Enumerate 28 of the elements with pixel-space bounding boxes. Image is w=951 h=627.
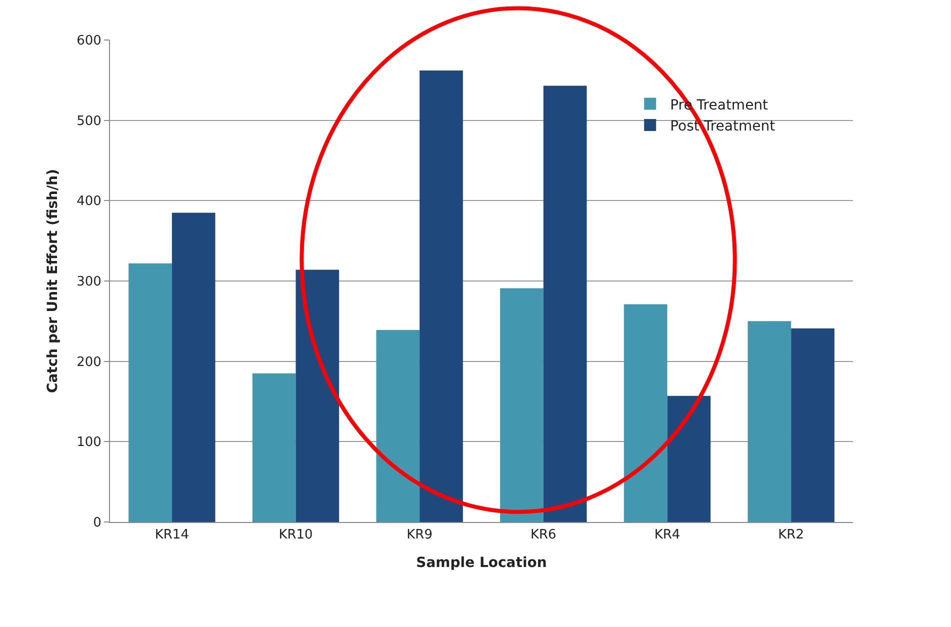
bar — [543, 86, 587, 522]
x-tick-label: KR2 — [778, 528, 804, 543]
x-tick-label: KR14 — [154, 528, 189, 543]
bar — [624, 304, 668, 522]
y-tick-label: 300 — [76, 274, 102, 290]
bar — [252, 373, 296, 522]
bar — [748, 321, 792, 522]
bar — [376, 330, 420, 522]
x-tick-label: KR6 — [530, 528, 556, 543]
x-tick-label: KR10 — [278, 528, 313, 543]
y-tick-label: 500 — [76, 114, 102, 129]
y-tick-label: 600 — [76, 34, 102, 49]
legend-label: Post Treatment — [670, 118, 776, 134]
y-tick-label: 0 — [93, 516, 102, 531]
y-axis-title: Catch per Unit Effort (fish/h) — [45, 168, 62, 394]
y-tick-label: 400 — [76, 194, 102, 210]
bar — [128, 263, 172, 522]
y-tick-label: 100 — [76, 435, 102, 450]
x-tick-label: KR4 — [654, 528, 680, 543]
bar — [172, 212, 216, 522]
bar — [500, 288, 544, 522]
x-tick-label: KR9 — [406, 528, 432, 543]
x-axis-title: Sample Location — [416, 554, 547, 571]
y-tick-label: 200 — [76, 354, 102, 370]
bar — [296, 270, 340, 522]
bar — [791, 328, 834, 522]
bar — [420, 70, 463, 522]
bar — [667, 396, 711, 522]
